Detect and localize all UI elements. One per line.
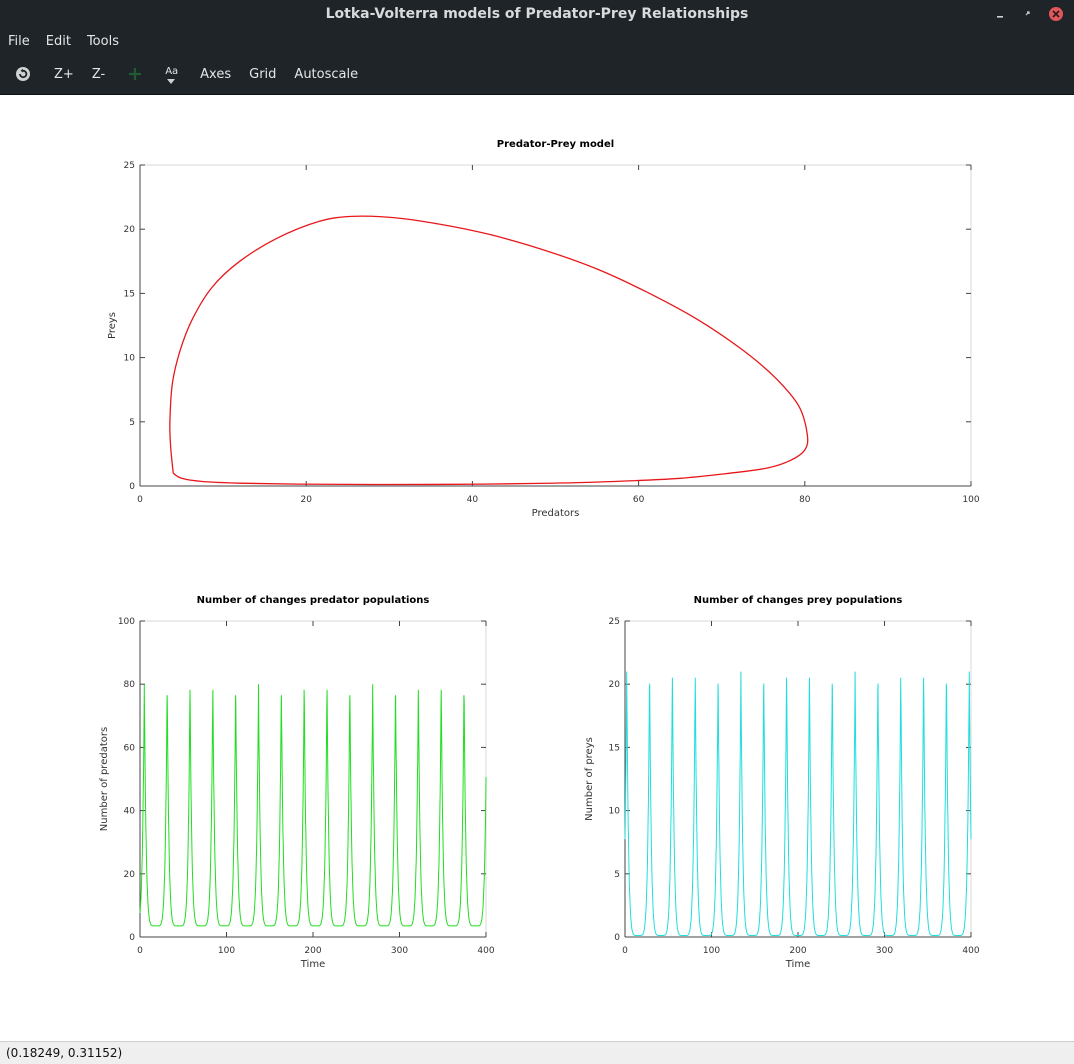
predator-series-line [139,684,487,927]
y-tick-label: 0 [614,933,620,943]
y-tick-label: 60 [124,743,136,753]
x-tick-label: 60 [633,495,645,505]
plot-title: Predator-Prey model [497,139,614,150]
x-tick-label: 400 [962,946,979,956]
y-tick-label: 100 [118,617,135,627]
y-tick-label: 80 [124,680,136,690]
text-icon[interactable]: Aa [161,62,182,86]
x-tick-label: 300 [876,946,893,956]
x-tick-label: 100 [962,495,979,505]
grid-button[interactable]: Grid [249,66,277,82]
y-tick-label: 5 [614,870,620,880]
maximize-icon[interactable] [1020,6,1036,22]
y-tick-label: 20 [124,870,136,880]
y-tick-label: 10 [609,807,621,817]
x-tick-label: 0 [137,946,143,956]
y-tick-label: 20 [609,680,621,690]
x-tick-label: 100 [703,946,720,956]
x-tick-label: 20 [300,495,312,505]
x-tick-label: 100 [218,946,235,956]
y-tick-label: 15 [124,289,135,299]
window-title: Lotka-Volterra models of Predator-Prey R… [325,6,749,22]
y-axis-label: Preys [107,312,118,339]
x-tick-label: 400 [477,946,494,956]
zoom-out-button[interactable]: Z- [91,66,106,82]
window-titlebar: Lotka-Volterra models of Predator-Prey R… [0,0,1074,28]
figure-canvas[interactable]: 0 20 40 60 80 100 0 5 10 15 20 25 Predator-Prey mode… [0,95,1074,1041]
y-tick-label: 25 [609,617,620,627]
close-icon[interactable] [1048,6,1064,22]
prey-series-line [624,671,972,936]
x-axis-label: Time [300,959,325,970]
y-tick-label: 40 [124,807,136,817]
plot-frame [139,164,972,487]
menu-edit[interactable]: Edit [45,33,71,49]
y-tick-label: 25 [124,161,135,171]
y-tick-label: 10 [124,354,136,364]
autoscale-button[interactable]: Autoscale [294,66,359,82]
text-icon-glyph: Aa [165,65,179,77]
y-axis-label: Number of preys [584,737,595,821]
x-tick-label: 200 [304,946,321,956]
x-tick-label: 40 [467,495,479,505]
plot-title: Number of changes predator populations [197,595,430,606]
y-tick-label: 5 [129,418,135,428]
y-tick-label: 0 [129,933,135,943]
y-tick-label: 15 [609,743,620,753]
x-tick-label: 200 [789,946,806,956]
x-tick-label: 300 [391,946,408,956]
status-bar: (0.18249, 0.31152) [0,1041,1074,1064]
menu-file[interactable]: File [8,33,30,49]
x-tick-label: 0 [137,495,143,505]
x-axis-label: Time [785,959,810,970]
x-axis-label: Predators [532,508,580,519]
menu-bar: File Edit Tools [0,28,1074,54]
phase-curve [169,215,809,486]
plot-frame [624,620,972,938]
menu-tools[interactable]: Tools [86,33,119,49]
plot-frame [139,620,487,938]
y-axis-label: Number of predators [99,727,110,831]
plot-title: Number of changes prey populations [694,595,903,606]
zoom-in-button[interactable]: Z+ [54,66,74,82]
y-tick-label: 0 [129,482,135,492]
x-tick-label: 0 [622,946,628,956]
cursor-coordinates: (0.18249, 0.31152) [6,1046,123,1060]
minimize-icon[interactable] [992,6,1008,22]
pan-icon[interactable] [123,62,147,86]
toolbar: Z+ Z- Aa Axes Grid Autoscale [0,54,1074,95]
y-tick-label: 20 [124,225,136,235]
axes-button[interactable]: Axes [200,66,232,82]
x-tick-label: 80 [799,495,811,505]
rotate-icon[interactable] [10,62,36,86]
